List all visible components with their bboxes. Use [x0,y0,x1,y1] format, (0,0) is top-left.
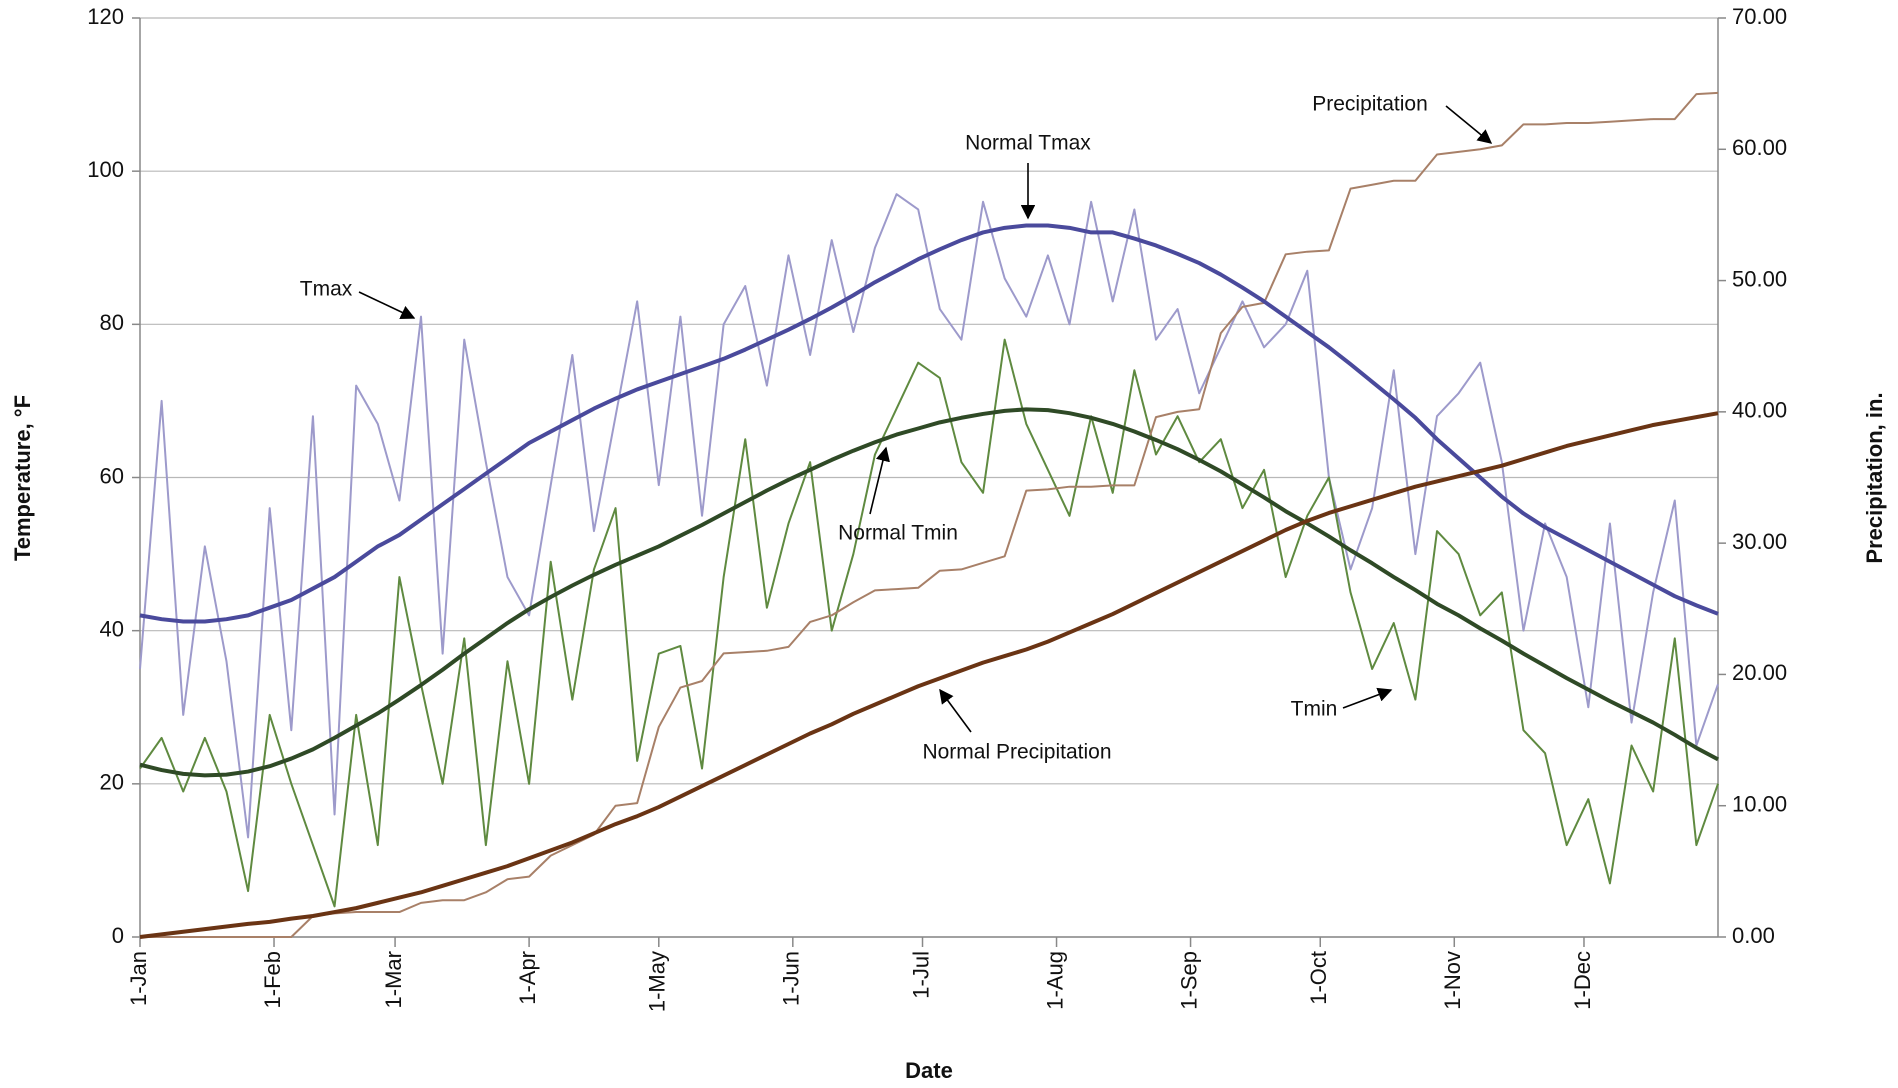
y-tick-label: 0 [112,923,124,948]
y2-tick-label: 60.00 [1732,135,1787,160]
annotation-arrow [939,688,972,733]
y2-tick-label: 30.00 [1732,529,1787,554]
y2-axis-title: Precipitation, in. [1862,392,1887,563]
x-tick-label: 1-Apr [515,951,540,1005]
x-tick-label: 1-Aug [1042,951,1067,1010]
x-tick-label: 1-Oct [1306,951,1331,1005]
annotation: Normal Precipitation [922,741,1111,764]
series-line [139,407,1719,778]
x-tick-label: 1-Mar [381,951,406,1008]
annotation: Tmin [1291,698,1338,721]
annotation-arrow [869,446,890,515]
y-tick-label: 60 [100,463,124,488]
series-line [139,223,1719,624]
series-line [139,193,1719,839]
x-tick-label: 1-Feb [260,951,285,1008]
x-tick-label: 1-Jan [126,951,151,1006]
annotation-arrow [1445,105,1493,144]
y2-tick-label: 0.00 [1732,923,1775,948]
series-line [139,411,1719,939]
y2-tick-label: 10.00 [1732,792,1787,817]
y2-tick-label: 70.00 [1732,4,1787,29]
annotation-arrow [358,291,416,319]
y-axis-title: Temperature, °F [10,395,35,561]
x-tick-label: 1-May [645,951,670,1012]
x-tick-label: 1-Jul [908,951,933,999]
series-line [139,338,1719,908]
y2-tick-label: 50.00 [1732,266,1787,291]
annotation: Normal Tmax [965,132,1091,155]
y2-tick-label: 40.00 [1732,398,1787,423]
y2-tick-label: 20.00 [1732,660,1787,685]
x-tick-label: 1-Sep [1176,951,1201,1010]
y-tick-label: 100 [87,157,124,182]
y-tick-label: 40 [100,616,124,641]
x-axis-title: Date [905,1058,953,1083]
annotation: Tmax [300,278,353,301]
annotation: Normal Tmin [838,522,958,545]
annotation-arrow [1342,687,1393,709]
y-tick-label: 80 [100,310,124,335]
y-tick-label: 20 [100,770,124,795]
x-tick-label: 1-Dec [1570,951,1595,1010]
x-tick-label: 1-Jun [779,951,804,1006]
x-tick-label: 1-Nov [1440,951,1465,1010]
annotation: Precipitation [1312,93,1428,116]
y-tick-label: 120 [87,4,124,29]
series-line [140,91,1719,938]
